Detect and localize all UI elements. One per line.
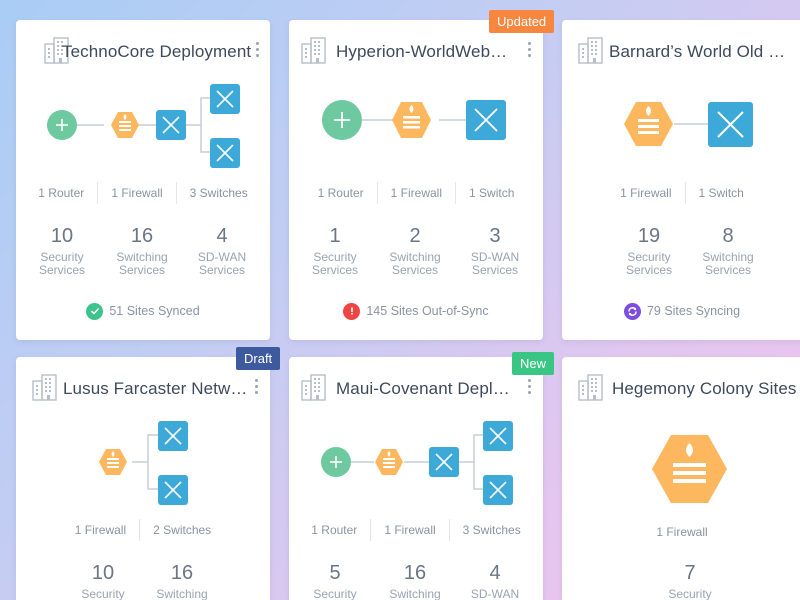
service-switching: 8 Switching Services [702,225,754,277]
topology-diagram [652,435,727,503]
device-counts: 1 Firewall 1 Switch [562,182,800,204]
updated-badge: Updated [489,10,555,33]
service-switching: 16 Switching [156,562,208,600]
topology-diagram [624,102,753,147]
service-switching: 16 Switching Services [116,225,168,277]
service-security: 5 Security [313,562,357,600]
more-options-icon[interactable] [252,42,262,60]
deployment-card-maui-covenant[interactable]: Maui-Covenant Deploy… 1 Ro [289,357,543,600]
switch-icon [210,138,240,168]
switch-count: 3 Switches [448,519,534,541]
switch-icon [158,475,188,505]
new-badge: New [512,352,555,375]
switch-icon [429,447,459,477]
switch-count: 1 Switch [684,182,757,204]
device-counts: 1 Router 1 Firewall 1 Switch [289,182,543,204]
topology-diagram [321,421,513,505]
firewall-count: 1 Firewall [376,182,455,204]
firewall-count: 1 Firewall [620,186,672,200]
service-security: 10 Security [81,562,125,600]
switch-icon [708,102,753,147]
firewall-count: 1 Firewall [74,523,127,537]
service-switching: 16 Switching [389,562,441,600]
more-options-icon[interactable] [251,379,261,397]
service-sdwan: 3 SD-WAN Services [470,225,520,277]
firewall-icon [111,112,139,138]
more-options-icon[interactable] [524,42,534,60]
status-text: 145 Sites Out-of-Sync [366,304,489,318]
device-counts: 1 Firewall 2 Switches [16,519,270,541]
deployment-card-hyperion[interactable]: Hyperion-WorldWeb… 1 Router 1 Firewall 1… [289,20,543,340]
sync-status: 79 Sites Syncing [562,301,800,321]
switch-count: 1 Switch [455,182,527,204]
sync-icon [623,302,641,320]
firewall-count: 1 Firewall [656,525,708,539]
switch-icon [158,421,188,451]
check-icon [86,302,104,320]
service-sdwan: 4 SD-WAN [470,562,520,600]
switch-icon [483,421,513,451]
switch-icon [156,110,186,140]
router-count: 1 Router [311,523,358,537]
router-icon [47,110,77,140]
firewall-icon [99,449,127,475]
service-sdwan: 4 SD-WAN Services [197,225,247,277]
sync-status: 51 Sites Synced [16,301,270,321]
router-count: 1 Router [317,186,364,200]
service-switching: 2 Switching Services [389,225,441,277]
firewall-icon [375,449,403,475]
switch-icon [210,84,240,114]
device-counts: 1 Firewall [562,521,800,543]
firewall-count: 1 Firewall [370,519,448,541]
draft-badge: Draft [236,347,281,370]
firewall-icon [392,102,431,138]
router-icon [321,447,351,477]
alert-icon [343,302,361,320]
device-counts: 1 Router 1 Firewall 3 Switches [289,519,543,541]
topology-diagram [99,421,188,505]
firewall-icon [652,435,727,503]
service-security: 19 Security Services [625,225,672,277]
router-icon [322,100,362,140]
switch-count: 3 Switches [175,182,261,204]
firewall-icon [624,102,673,146]
status-text: 51 Sites Synced [109,304,200,318]
deployment-card-hegemony[interactable]: Hegemony Colony Sites 1 Firewall 7 Secur… [562,357,800,600]
more-options-icon[interactable] [524,379,534,397]
sync-status: 145 Sites Out-of-Sync [289,301,543,321]
service-security: 7 Security [668,562,712,600]
switch-icon [483,475,513,505]
deployment-card-technocore[interactable]: TechnoCore Deployment 1 Ro [16,20,270,340]
device-counts: 1 Router 1 Firewall 3 Switches [16,182,270,204]
service-security: 10 Security Services [38,225,85,277]
service-security: 1 Security Services [311,225,358,277]
switch-count: 2 Switches [139,519,224,541]
firewall-count: 1 Firewall [97,182,175,204]
switch-icon [466,100,506,140]
topology-diagram [47,84,240,168]
deployment-card-barnards-world[interactable]: Barnard’s World Old E… 1 Firewall 1 Swit… [562,20,800,340]
status-text: 79 Sites Syncing [646,304,741,318]
topology-diagram [322,100,506,140]
deployment-card-lusus[interactable]: Lusus Farcaster Network 1 Firewall 2 Swi… [16,357,270,600]
router-count: 1 Router [38,186,85,200]
